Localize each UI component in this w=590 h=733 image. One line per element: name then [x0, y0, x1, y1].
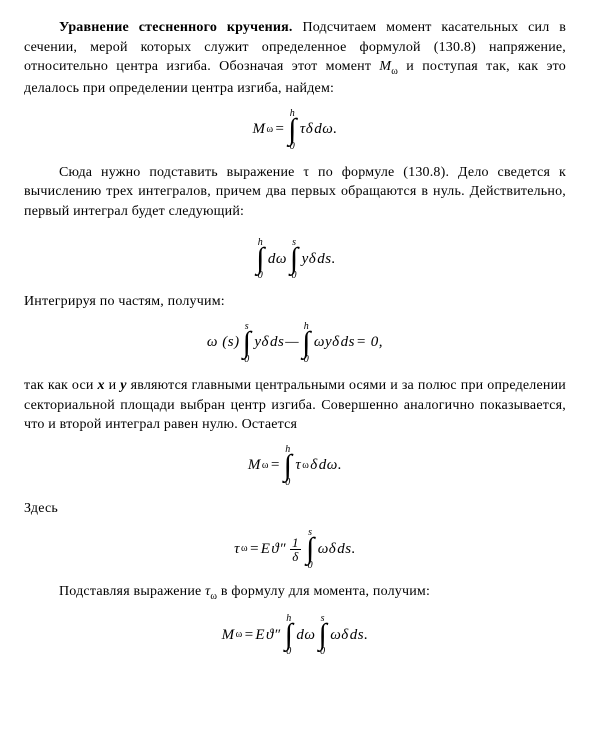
- integral-2b: s ∫ 0: [290, 238, 299, 280]
- section-title: Уравнение стесненного кручения.: [59, 20, 293, 35]
- integral-6a: h ∫ 0: [285, 614, 294, 656]
- integral-3b: h ∫ 0: [302, 322, 311, 364]
- para-5: Здесь: [24, 499, 566, 519]
- equation-2: h ∫ 0 dω s ∫ 0 yδ ds.: [24, 231, 566, 280]
- integral-4: h ∫ 0: [284, 445, 293, 487]
- equation-4: Mω = h ∫ 0 τω δ dω.: [24, 445, 566, 487]
- var-tau-omega: τω: [205, 584, 221, 599]
- para-2: Сюда нужно подставить выражение τ по фор…: [24, 163, 566, 222]
- para-3: Интегрируя по частям, получим:: [24, 292, 566, 312]
- var-y: y: [120, 378, 126, 393]
- integral-3a: s ∫ 0: [243, 322, 252, 364]
- integral-6b: s ∫ 0: [318, 614, 327, 656]
- var-x: x: [98, 378, 105, 393]
- equation-6: Mω = Eϑ″ h ∫ 0 dω s ∫ 0 ωδ ds.: [24, 614, 566, 656]
- para-6: Подставляя выражение τω в формулу для мо…: [24, 582, 566, 604]
- equation-3: ω (s) s ∫ 0 yδ ds — h ∫ 0 ωyδ ds = 0,: [24, 322, 566, 364]
- integral-5: s ∫ 0: [306, 528, 315, 570]
- para-4: так как оси x и y являются главными цент…: [24, 376, 566, 435]
- equation-5: τω = Eϑ″ 1 δ s ∫ 0 ωδ ds.: [24, 528, 566, 570]
- fraction-1-delta: 1 δ: [290, 536, 301, 563]
- integral-1: h ∫ 0: [288, 109, 297, 151]
- equation-1: Mω = h ∫ 0 τδ dω.: [24, 109, 566, 151]
- var-M-omega: Mω: [379, 59, 406, 74]
- integral-2a: h ∫ 0: [256, 238, 265, 280]
- para-1: Уравнение стесненного кручения. Подсчита…: [24, 18, 566, 99]
